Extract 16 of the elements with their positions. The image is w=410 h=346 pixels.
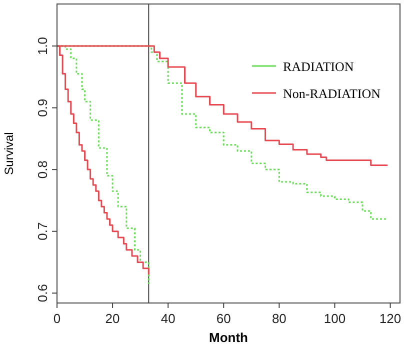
x-tick-label: 100: [324, 311, 346, 326]
x-tick-label: 40: [160, 311, 176, 326]
x-tick-label: 60: [216, 311, 231, 326]
x-tick-label: 20: [105, 311, 120, 326]
x-tick-label: 80: [272, 311, 286, 326]
legend-label: RADIATION: [283, 59, 354, 74]
y-tick-label: 0.9: [35, 98, 50, 117]
x-axis-title: Month: [209, 330, 248, 345]
y-tick-label: 0.6: [35, 284, 50, 302]
x-tick-label: 120: [379, 311, 402, 326]
y-tick-label: 0.7: [35, 222, 50, 240]
y-tick-label: 0.8: [35, 160, 50, 179]
y-axis-title: Survival: [2, 132, 16, 175]
y-tick-label: 1.0: [35, 36, 50, 56]
x-tick-label: 0: [53, 311, 61, 326]
legend-label: Non-RADIATION: [283, 86, 382, 101]
